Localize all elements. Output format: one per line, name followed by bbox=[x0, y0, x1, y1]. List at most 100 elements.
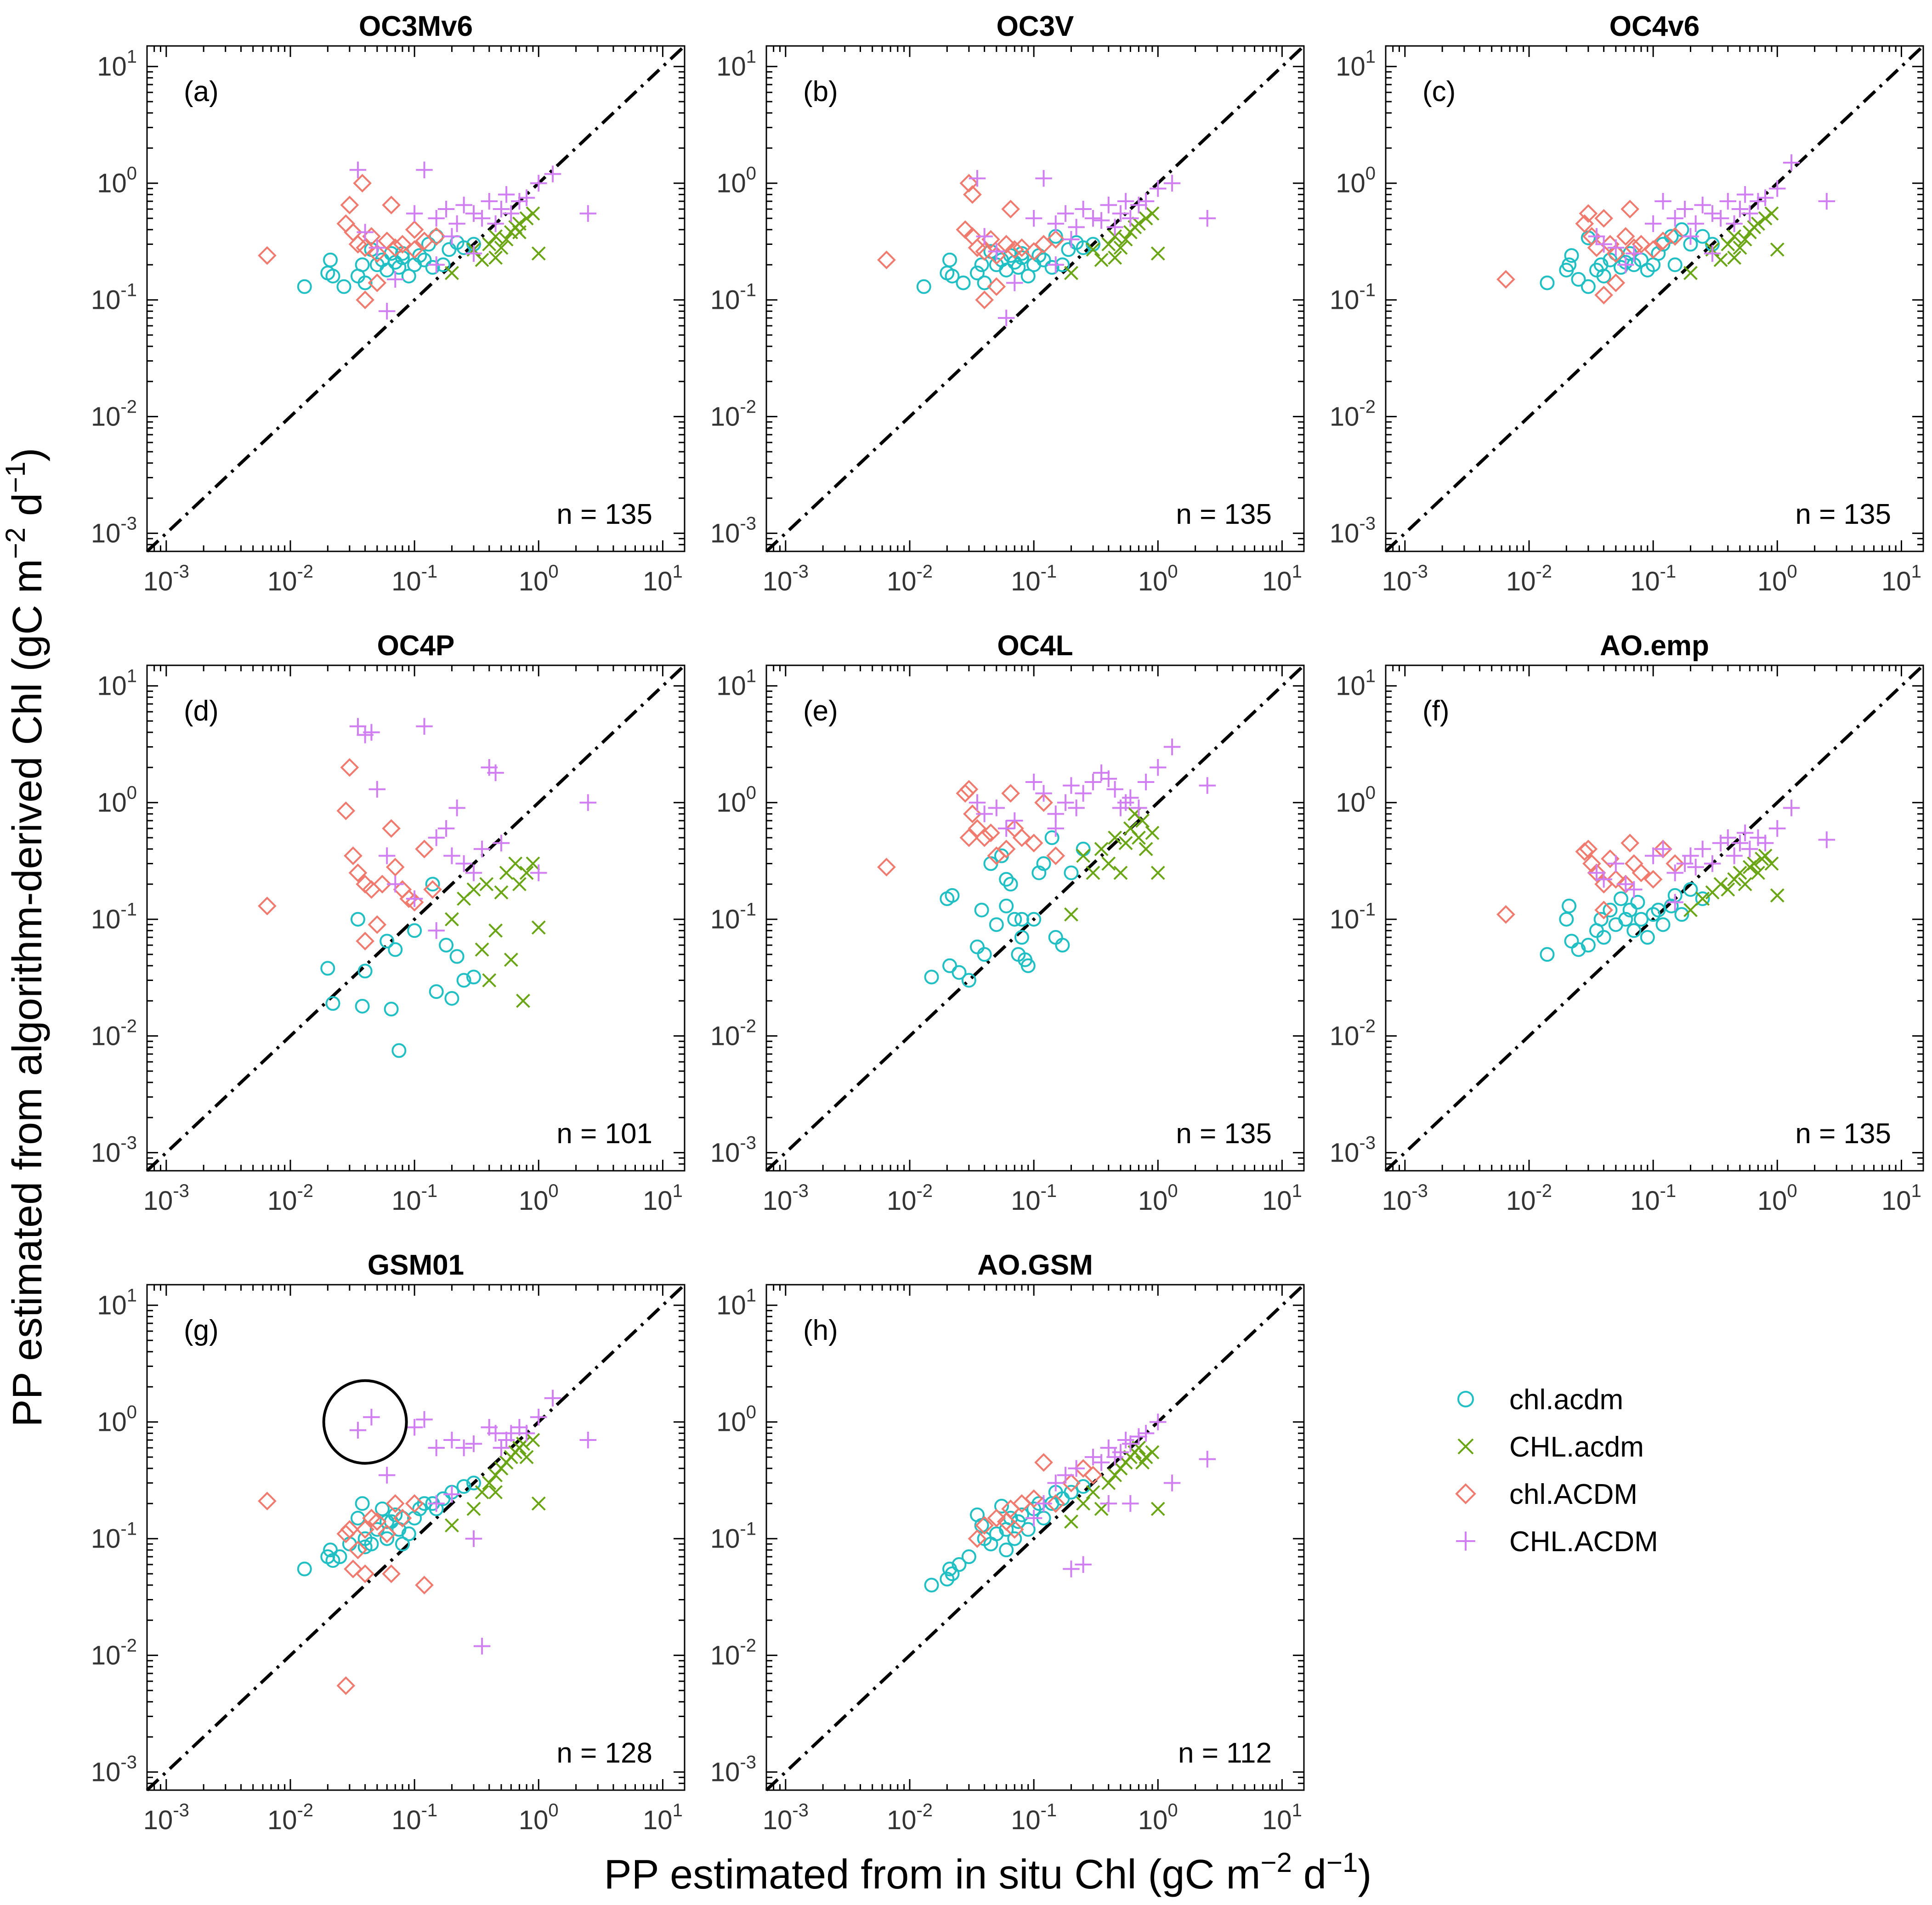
y-axis-label-main: PP estimated from algorithm-derived Chl … bbox=[5, 559, 51, 1427]
data-point bbox=[340, 195, 359, 215]
major-tick bbox=[766, 665, 1304, 1171]
data-point bbox=[1145, 206, 1160, 221]
data-point bbox=[1582, 854, 1601, 873]
minor-tick bbox=[766, 46, 1304, 551]
data-point bbox=[1496, 270, 1515, 289]
minor-tick bbox=[766, 46, 1304, 551]
series-chl-acdm bbox=[924, 1479, 1091, 1593]
data-point bbox=[406, 1419, 423, 1436]
data-point bbox=[429, 984, 444, 999]
data-point bbox=[445, 912, 459, 927]
data-point bbox=[373, 874, 392, 894]
data-point bbox=[363, 1408, 380, 1426]
data-point bbox=[1112, 1444, 1129, 1461]
minor-tick bbox=[1386, 665, 1923, 1171]
data-point bbox=[1727, 229, 1742, 244]
data-point bbox=[987, 277, 1006, 296]
data-point bbox=[1624, 854, 1643, 873]
minor-tick bbox=[766, 665, 1304, 1171]
data-point bbox=[1163, 738, 1181, 755]
minor-tick bbox=[766, 46, 1304, 551]
data-point bbox=[1122, 1495, 1139, 1512]
minor-tick bbox=[147, 46, 685, 551]
data-point bbox=[1564, 934, 1579, 949]
data-point bbox=[325, 1553, 340, 1568]
minor-tick bbox=[1386, 665, 1923, 1171]
data-point bbox=[391, 1043, 407, 1058]
data-point bbox=[456, 973, 471, 988]
minor-tick bbox=[1386, 665, 1923, 1171]
x-tick-label: 101 bbox=[643, 1181, 683, 1216]
data-point bbox=[1607, 239, 1625, 256]
data-point bbox=[465, 205, 482, 222]
data-point bbox=[1644, 215, 1662, 232]
data-point bbox=[340, 1520, 359, 1539]
major-tick bbox=[147, 46, 685, 551]
data-point bbox=[940, 1571, 955, 1587]
data-point bbox=[1005, 1520, 1024, 1539]
y-tick-label: 10-1 bbox=[91, 280, 137, 315]
data-point bbox=[1031, 865, 1047, 880]
major-tick bbox=[766, 1285, 1304, 1790]
minor-tick bbox=[147, 665, 685, 1171]
x-axis-label-main: PP estimated from in situ Chl (gC m bbox=[604, 1852, 1261, 1898]
series-chl-ACDM bbox=[258, 174, 446, 310]
data-point bbox=[987, 246, 1006, 265]
data-point bbox=[406, 890, 423, 907]
data-point bbox=[1113, 240, 1128, 255]
data-point bbox=[1112, 205, 1129, 222]
data-point bbox=[357, 964, 373, 979]
data-point bbox=[380, 1514, 395, 1529]
data-point bbox=[1047, 805, 1064, 822]
sample-count: n = 135 bbox=[1795, 499, 1891, 530]
data-point bbox=[1150, 180, 1167, 197]
minor-tick bbox=[147, 46, 685, 551]
minor-tick bbox=[1386, 665, 1923, 1171]
minor-tick bbox=[766, 1285, 1304, 1790]
data-point bbox=[1719, 829, 1736, 846]
data-point bbox=[924, 970, 939, 985]
data-point bbox=[363, 724, 380, 741]
minor-tick bbox=[147, 1285, 685, 1790]
y-tick-label: 10-3 bbox=[91, 1133, 137, 1168]
data-point bbox=[320, 961, 335, 976]
data-point bbox=[1769, 820, 1786, 837]
data-point bbox=[1733, 240, 1747, 255]
data-point bbox=[1068, 799, 1085, 816]
data-point bbox=[1137, 193, 1155, 210]
x-tick-label: 10-2 bbox=[1506, 1181, 1552, 1216]
data-point bbox=[393, 1508, 412, 1528]
minor-tick bbox=[766, 46, 1304, 551]
data-point bbox=[1683, 903, 1698, 917]
data-point bbox=[344, 846, 363, 865]
data-point bbox=[357, 275, 373, 290]
data-point bbox=[1025, 1509, 1042, 1527]
minor-tick bbox=[766, 1285, 1304, 1790]
major-tick bbox=[147, 1285, 685, 1790]
minor-tick bbox=[147, 46, 685, 551]
data-point bbox=[975, 828, 994, 847]
minor-tick bbox=[147, 665, 685, 1171]
x-tick-label: 101 bbox=[1262, 1181, 1302, 1216]
minor-tick bbox=[766, 665, 1304, 1171]
panel-label: (a) bbox=[184, 76, 219, 108]
minor-tick bbox=[1386, 665, 1923, 1171]
data-point bbox=[465, 1530, 482, 1547]
data-point bbox=[439, 938, 454, 953]
major-tick bbox=[147, 665, 685, 1171]
data-point bbox=[1606, 273, 1626, 292]
data-point bbox=[1086, 866, 1100, 880]
data-point bbox=[1654, 840, 1671, 857]
data-point bbox=[258, 896, 277, 916]
data-point bbox=[1063, 1560, 1080, 1577]
series-CHL-acdm bbox=[445, 206, 546, 280]
y-tick-label: 100 bbox=[1336, 164, 1376, 198]
data-point bbox=[1063, 231, 1080, 248]
x-tick-label: 100 bbox=[1138, 1800, 1178, 1835]
data-point bbox=[1014, 912, 1029, 927]
data-point bbox=[1046, 230, 1065, 249]
data-point bbox=[1108, 250, 1122, 265]
data-point bbox=[494, 240, 509, 255]
y-tick-label: 10-3 bbox=[91, 514, 137, 549]
data-point bbox=[1713, 877, 1728, 891]
